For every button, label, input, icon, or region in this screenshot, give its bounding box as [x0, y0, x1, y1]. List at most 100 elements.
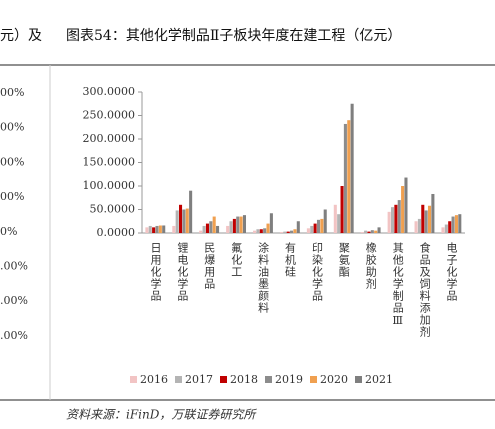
y-tick-label: 300.0000: [83, 85, 136, 98]
bar: [253, 230, 257, 233]
bar: [333, 204, 337, 233]
x-tick-label: 涂料油墨颜料: [257, 241, 270, 314]
bar: [242, 215, 247, 233]
y-tick-label: 100.0000: [83, 179, 136, 192]
bar: [421, 204, 425, 233]
bar: [390, 207, 395, 233]
bar: [367, 231, 371, 233]
legend-label: 2021: [365, 373, 393, 386]
x-tick-label: 电子化学品: [445, 242, 458, 302]
bar: [454, 215, 458, 233]
bar: [185, 208, 189, 233]
bar: [269, 213, 273, 233]
left-tick-label: 0%: [0, 225, 17, 238]
bar: [155, 225, 159, 233]
bar: [404, 177, 408, 233]
bar: [360, 232, 364, 233]
left-tick-label: .00%: [0, 260, 28, 273]
bar: [172, 225, 176, 233]
x-tick-label: 其他化学制品Ⅲ: [391, 242, 404, 328]
bar: [259, 229, 263, 233]
left-tick-label: .00%: [0, 294, 28, 307]
legend-label: 2016: [140, 373, 168, 386]
bar: [148, 225, 152, 233]
bar: [158, 225, 162, 233]
bar: [232, 218, 236, 233]
bar: [283, 231, 287, 233]
y-tick-label: 200.0000: [83, 132, 136, 145]
legend-swatch: [265, 376, 272, 383]
bar: [431, 193, 435, 233]
left-tick-label: 00%: [0, 121, 24, 134]
legend-swatch: [175, 376, 182, 383]
legend-swatch: [130, 376, 137, 383]
bar: [199, 230, 203, 233]
left-tick-label: 00%: [0, 155, 24, 168]
bar: [340, 186, 344, 233]
bar: [256, 229, 260, 233]
bar: [162, 225, 166, 233]
bar: [323, 209, 327, 233]
bar: [451, 216, 455, 233]
bar: [145, 227, 149, 233]
bar: [266, 223, 270, 233]
legend-swatch: [355, 376, 362, 383]
bar: [347, 120, 351, 233]
left-tick-label: .00%: [0, 329, 28, 342]
bar: [296, 221, 300, 233]
left-tick-label: 00%: [0, 86, 24, 99]
legend-swatch: [220, 376, 227, 383]
y-tick-label: 150.0000: [83, 156, 136, 169]
bar: [216, 225, 220, 233]
x-tick-label: 民爆用品: [203, 242, 216, 290]
bar: [374, 230, 378, 233]
bar: [209, 221, 213, 233]
left-tick-label: 00%: [0, 190, 24, 203]
bar: [417, 218, 421, 233]
legend-label: 2017: [185, 373, 213, 386]
legend-label: 2018: [230, 373, 258, 386]
bar: [189, 190, 193, 233]
bar: [212, 216, 216, 233]
bar: [182, 209, 186, 233]
bar: [263, 228, 267, 233]
bar: [239, 216, 243, 233]
bar: [236, 216, 240, 233]
bar: [397, 200, 401, 233]
y-tick-label: 250.0000: [83, 109, 136, 122]
bar: [441, 227, 445, 233]
legend-swatch: [310, 376, 317, 383]
bar: [179, 204, 183, 233]
bar: [205, 223, 209, 233]
bar: [350, 103, 354, 233]
bar: [370, 230, 374, 233]
bar: [401, 186, 405, 233]
bar: [306, 228, 310, 233]
y-tick-label: 0.0000: [97, 226, 136, 239]
bar: [458, 214, 462, 233]
bar: [343, 123, 347, 233]
legend-label: 2020: [320, 373, 348, 386]
bar: [152, 227, 156, 233]
source: 资料来源：iFinD，万联证券研究所: [66, 408, 257, 422]
bar: [444, 224, 448, 233]
bar: [286, 231, 290, 233]
bar: [279, 232, 284, 233]
x-tick-label: 氟化工: [230, 242, 243, 278]
bar: [229, 221, 233, 233]
bar: [175, 210, 179, 233]
left-title: 元）及: [0, 28, 42, 44]
bar: [316, 219, 321, 233]
bar: [364, 230, 368, 233]
x-tick-label: 橡胶助剂: [364, 242, 377, 290]
bar: [414, 221, 418, 233]
x-tick-label: 锂电化学品: [176, 241, 189, 302]
bar: [394, 204, 398, 233]
x-tick-label: 日用化学品: [149, 242, 162, 302]
bar: [293, 229, 297, 233]
x-tick-label: 印染化学品: [310, 242, 323, 302]
bar: [387, 211, 391, 233]
bar: [448, 221, 452, 233]
chart-title: 图表54：其他化学制品Ⅱ子板块年度在建工程（亿元）: [66, 28, 401, 44]
